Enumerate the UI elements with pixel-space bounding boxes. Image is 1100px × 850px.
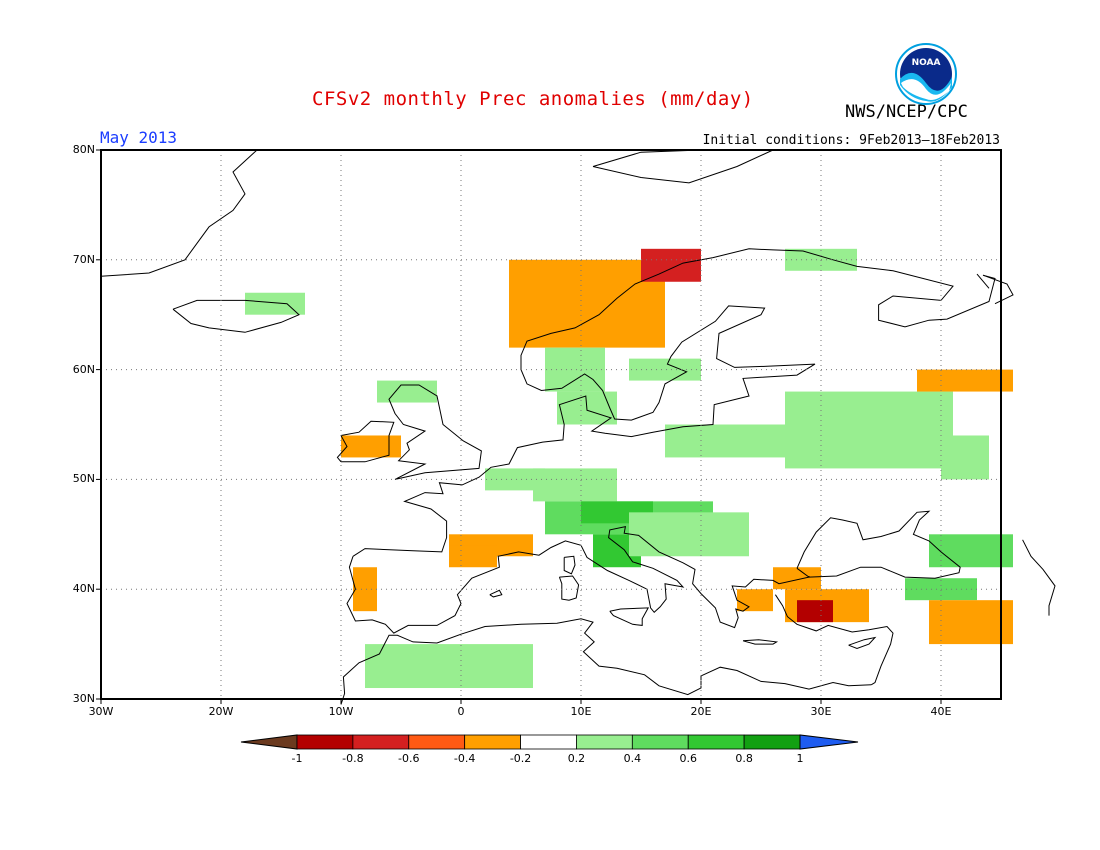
anomaly-cell-iran-iraq xyxy=(929,600,1013,645)
anomaly-cell-turkey-sw-core xyxy=(797,600,833,623)
colorbar-label: 0.4 xyxy=(623,752,642,765)
coastline-east-arctic xyxy=(982,274,1014,305)
chart-title: CFSv2 monthly Prec anomalies (mm/day) xyxy=(312,88,754,110)
coastline-sicily xyxy=(609,607,650,626)
colorbar-label: -0.6 xyxy=(398,752,420,765)
coastline-cyprus xyxy=(848,636,877,650)
lat-label: 80N xyxy=(72,143,95,156)
coastline-sardinia xyxy=(558,575,580,601)
colorbar-arrow-low xyxy=(240,734,298,750)
lon-label: 20W xyxy=(208,705,234,718)
lat-label: 40N xyxy=(72,582,95,596)
anomaly-cell-greece xyxy=(737,589,773,612)
coastline-britain xyxy=(388,384,482,480)
coastline-turkey-south xyxy=(774,594,894,686)
lon-label: 0 xyxy=(457,705,465,718)
colorbar-label: 0.6 xyxy=(679,752,697,765)
agency-label: NWS/NCEP/CPC xyxy=(845,102,968,122)
coastline-greenland-east xyxy=(100,149,258,277)
anomaly-cell-germany-south xyxy=(533,468,617,502)
anomaly-cell-norway-coast xyxy=(509,259,665,348)
colorbar-segment xyxy=(576,734,633,750)
lat-label: 60N xyxy=(72,362,95,376)
lat-label: 50N xyxy=(72,472,95,486)
coastline-nova-zemlya xyxy=(976,273,990,289)
anomaly-cell-norway-south xyxy=(545,347,605,392)
anomaly-cell-russia-east xyxy=(917,369,1013,392)
colorbar-segment xyxy=(296,734,354,750)
colorbar-label: 0.2 xyxy=(567,752,586,765)
forecast-period: May 2013 xyxy=(100,128,178,147)
coastline-corsica xyxy=(563,555,576,575)
colorbar-label: 0.8 xyxy=(735,752,753,765)
anomaly-cell-caucasus xyxy=(929,534,1013,568)
anomaly-cell-baltic xyxy=(629,358,701,381)
anomaly-cell-russia-east-2 xyxy=(941,435,989,480)
anomaly-cell-spain-north xyxy=(449,545,497,568)
colorbar-label: -0.8 xyxy=(342,752,364,765)
lon-label: 10W xyxy=(328,705,354,718)
coastline-med-north xyxy=(346,525,810,634)
noaa-logo-text: NOAA xyxy=(912,58,941,68)
colorbar-segment xyxy=(464,734,521,750)
colorbar-segment xyxy=(743,734,801,750)
anomaly-cell-balkans xyxy=(629,512,749,557)
coastline-black-sea xyxy=(796,510,961,579)
colorbar xyxy=(240,734,859,750)
anomaly-cell-norway-north xyxy=(641,248,701,282)
colorbar-segment xyxy=(520,734,577,750)
colorbar-segment xyxy=(408,734,466,750)
lat-label: 70N xyxy=(72,252,95,266)
colorbar-label: -0.4 xyxy=(453,752,476,765)
lon-label: 30W xyxy=(88,705,114,718)
lon-label: 40E xyxy=(930,705,952,718)
anomaly-cell-russia-west xyxy=(785,391,953,469)
colorbar-arrow-high xyxy=(799,734,859,750)
coastline-ireland xyxy=(336,420,395,463)
lon-label: 30E xyxy=(810,705,832,718)
anomaly-cell-ireland-west xyxy=(341,435,401,458)
coastline-africa xyxy=(340,618,872,705)
coastline-balearic xyxy=(489,589,503,598)
noaa-logo: NOAA xyxy=(895,43,957,105)
lat-label: 30N xyxy=(72,692,95,705)
colorbar-segment xyxy=(352,734,410,750)
initial-conditions: Initial conditions: 9Feb2013–18Feb2013 xyxy=(702,133,1000,148)
anomaly-cells xyxy=(245,248,1013,689)
anomaly-cell-france-north xyxy=(485,468,545,491)
lon-label: 10E xyxy=(570,705,592,718)
coastline-mainland xyxy=(352,248,996,557)
colorbar-label: -1 xyxy=(291,752,303,765)
map-frame xyxy=(100,149,1002,700)
colorbar-label: 1 xyxy=(796,752,804,765)
anomaly-cell-poland-belarus xyxy=(665,424,785,458)
anomaly-cell-scotland xyxy=(377,380,437,403)
lon-label: 20E xyxy=(690,705,712,718)
graticule xyxy=(96,149,1001,704)
anomaly-cell-morocco xyxy=(365,644,533,689)
colorbar-label: -0.2 xyxy=(509,752,532,765)
coastline-crete xyxy=(742,639,779,645)
coastline-svalbard xyxy=(592,149,774,184)
anomaly-cell-turkey-nw xyxy=(773,567,821,590)
anomaly-cell-iceland-east xyxy=(245,292,305,315)
colorbar-segment xyxy=(631,734,689,750)
coastlines xyxy=(100,149,1056,705)
colorbar-segment xyxy=(687,734,745,750)
coastline-caspian xyxy=(1022,539,1056,616)
